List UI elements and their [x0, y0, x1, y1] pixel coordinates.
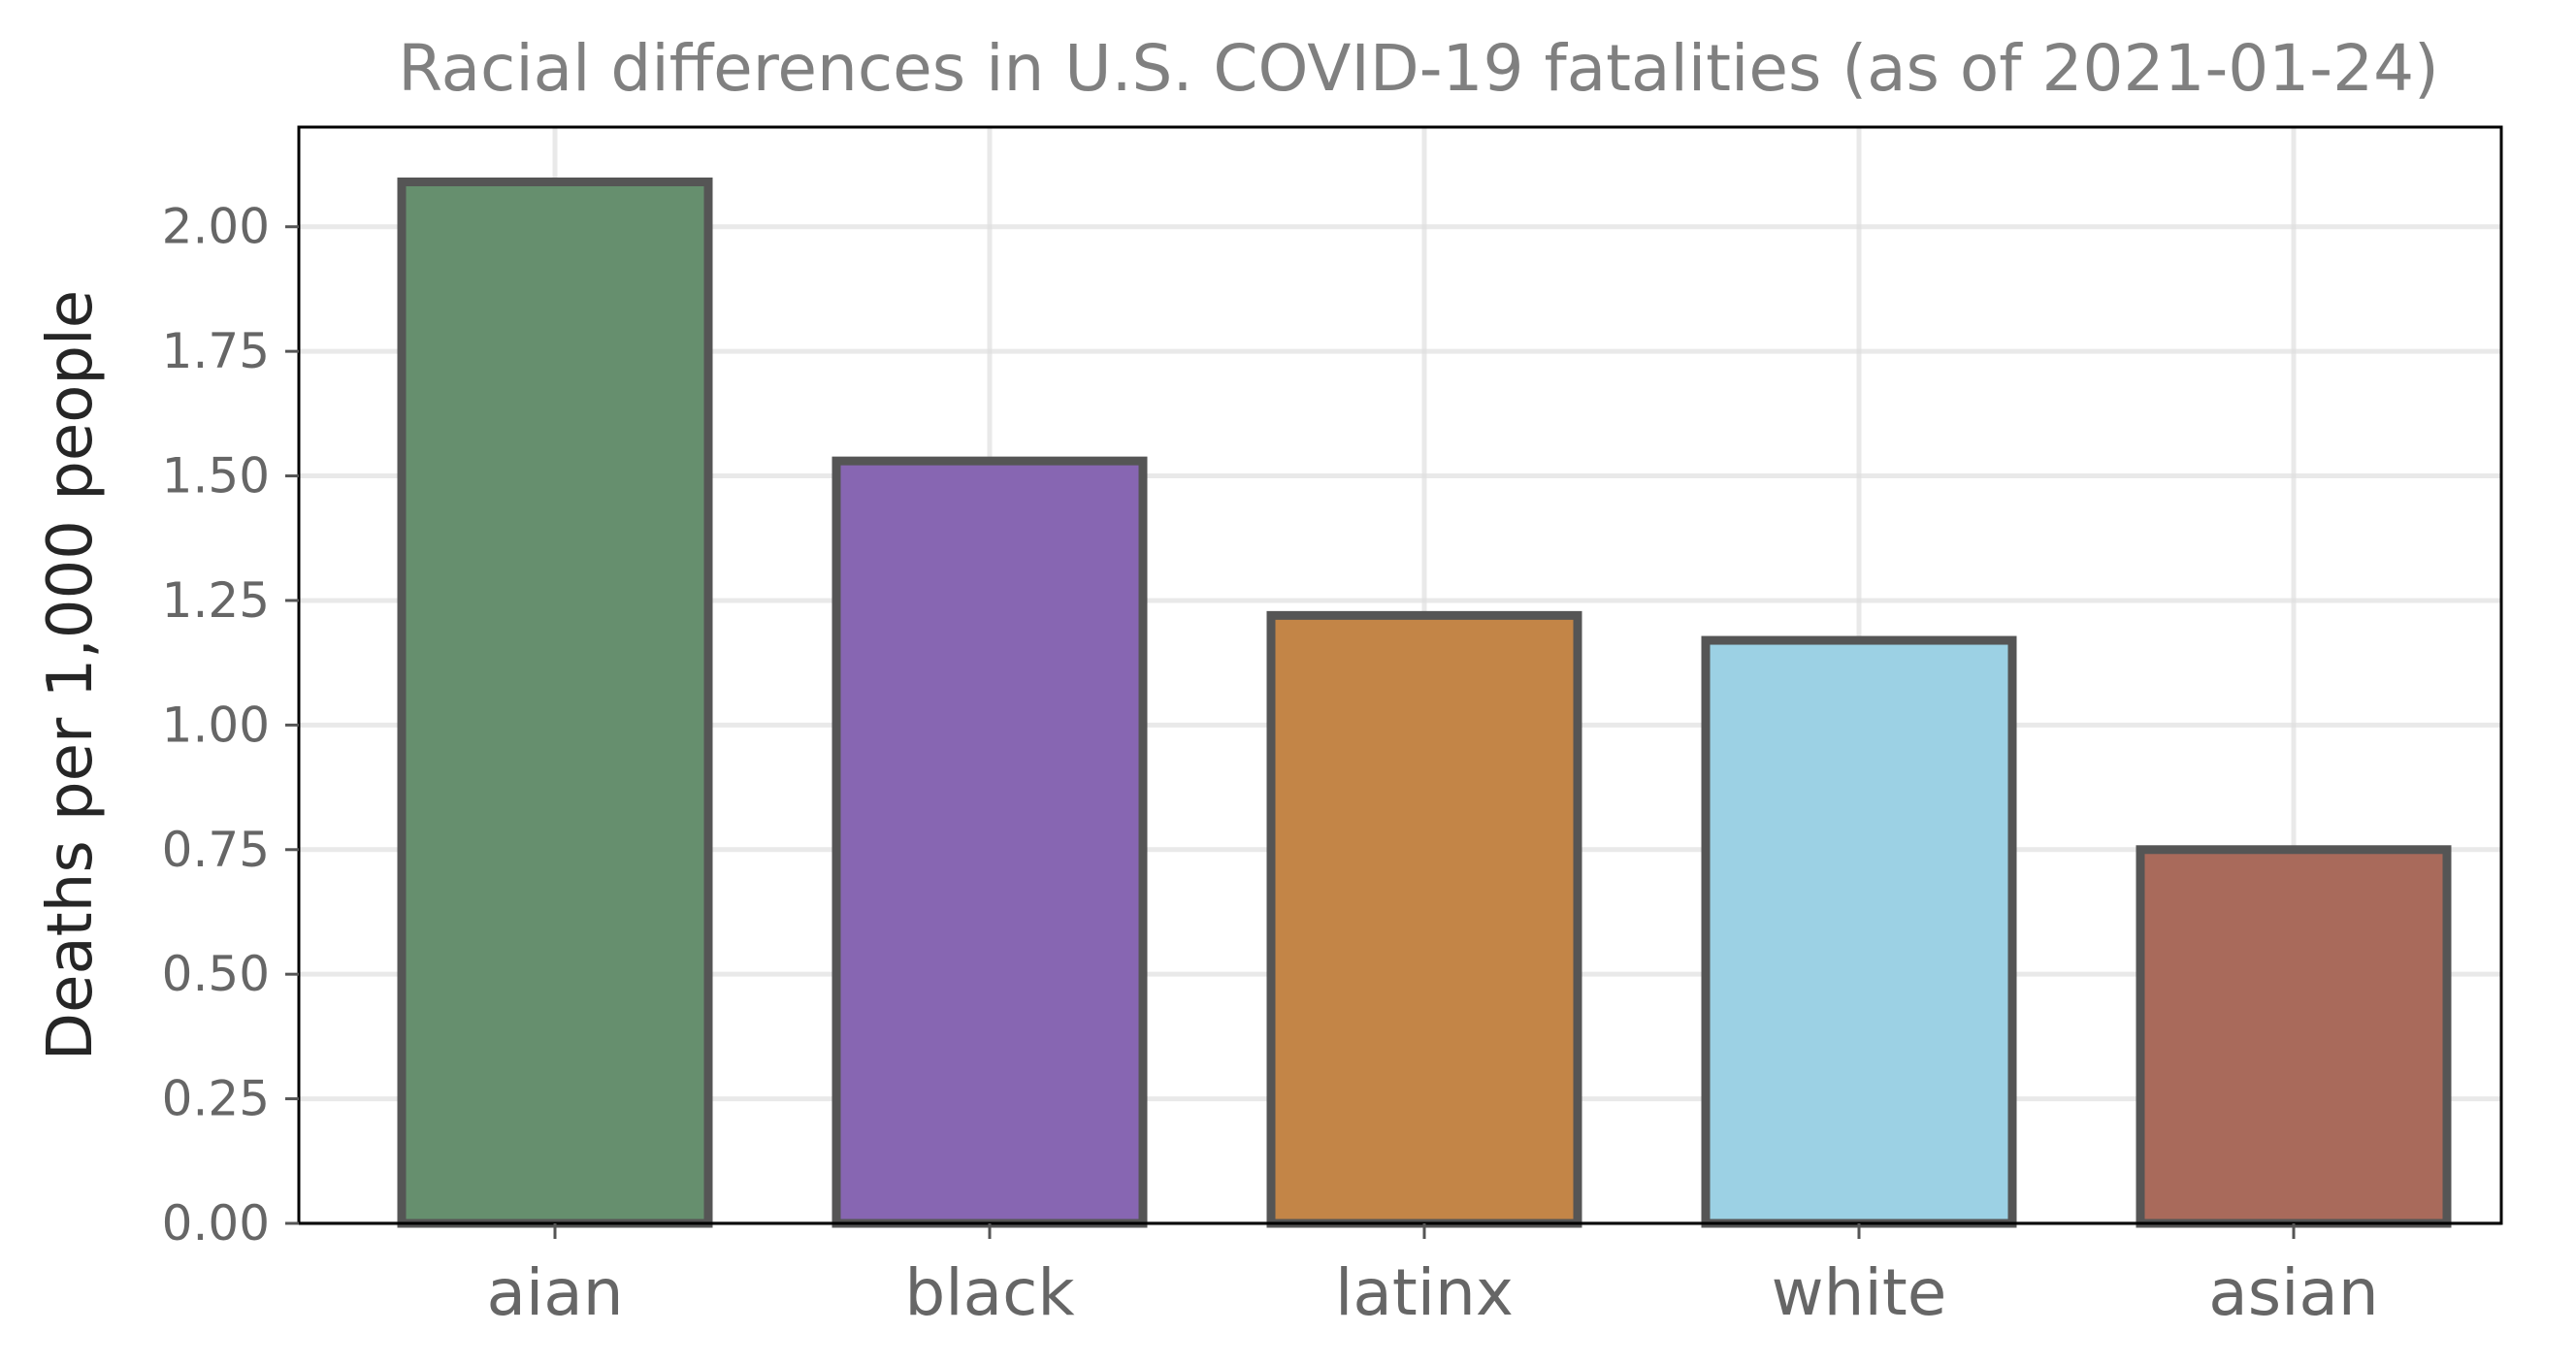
bar-latinx — [1266, 610, 1582, 1228]
x-tick-label-asian: asian — [2208, 1255, 2378, 1330]
y-tick-label: 1.25 — [162, 572, 270, 629]
bar-asian — [2136, 845, 2452, 1228]
y-tick-label: 1.00 — [162, 697, 270, 753]
x-tick-label-black: black — [904, 1255, 1075, 1330]
bar-black — [831, 456, 1148, 1228]
bar-aian — [397, 178, 713, 1228]
y-tick-label: 1.75 — [162, 323, 270, 379]
y-tick-label: 2.00 — [162, 199, 270, 255]
y-axis-label: Deaths per 1,000 people — [35, 290, 107, 1060]
bar-white — [1701, 635, 2017, 1228]
y-axis-ticks: 0.00 0.25 0.50 0.75 1.00 1.25 1.50 1.75 2.00 — [162, 199, 299, 1251]
x-axis-ticks: aian black latinx white asian — [486, 1223, 2379, 1330]
bars — [397, 178, 2452, 1228]
y-tick-label: 1.50 — [162, 448, 270, 504]
y-tick-label: 0.00 — [162, 1195, 270, 1251]
y-tick-label: 0.75 — [162, 822, 270, 878]
y-tick-label: 0.25 — [162, 1071, 270, 1127]
chart-title: Racial differences in U.S. COVID-19 fata… — [398, 31, 2439, 106]
x-tick-label-aian: aian — [486, 1255, 623, 1330]
x-tick-label-latinx: latinx — [1335, 1255, 1514, 1330]
plot-frame — [297, 125, 2503, 1225]
y-tick-label: 0.50 — [162, 946, 270, 1002]
x-tick-label-white: white — [1772, 1255, 1947, 1330]
